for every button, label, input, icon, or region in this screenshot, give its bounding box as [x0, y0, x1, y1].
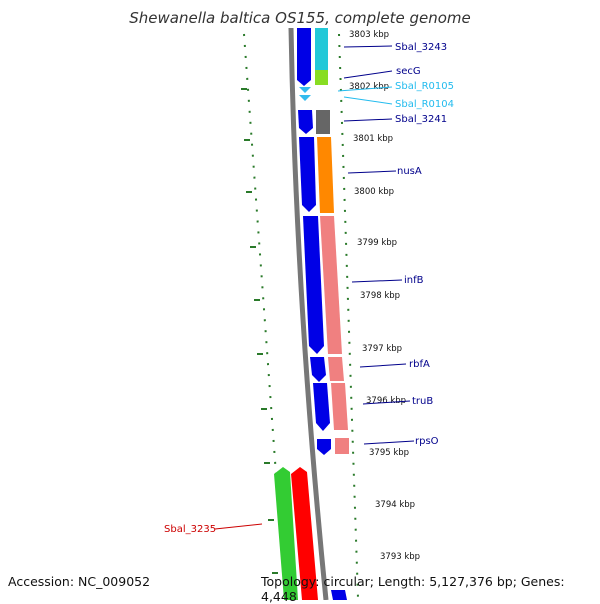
- gene-label-sbal-3241: Sbal_3241: [395, 114, 447, 125]
- block-rbfa: [328, 357, 344, 381]
- gene-label-sbal-r0105: Sbal_R0105: [395, 81, 454, 92]
- trna-marker: [299, 95, 311, 101]
- kbp-label: 3795 kbp: [369, 448, 409, 458]
- gene-label-nusa: nusA: [397, 166, 422, 177]
- block-sbal-3243: [315, 28, 328, 70]
- gene-label-secg: secG: [396, 66, 421, 77]
- block-nusa: [317, 137, 334, 213]
- kbp-label: 3799 kbp: [357, 238, 397, 248]
- gene-label-rpso: rpsO: [415, 436, 439, 447]
- gene-arrow-fwd: [310, 357, 326, 382]
- genome-backbone: [288, 27, 329, 600]
- kbp-label: 3800 kbp: [354, 187, 394, 197]
- gene-labels: Sbal_3243 secG Sbal_R0105 Sbal_R0104 Sba…: [164, 42, 454, 535]
- block-green: [274, 467, 298, 600]
- gene-arrow-fwd: [303, 216, 324, 354]
- annotation-blocks: [315, 28, 349, 454]
- kbp-label: 3803 kbp: [349, 30, 389, 40]
- kbp-label: 3802 kbp: [349, 82, 389, 92]
- kbp-label: 3798 kbp: [360, 291, 400, 301]
- gene-arrow-fwd: [313, 383, 330, 431]
- kbp-labels: 3803 kbp 3802 kbp 3801 kbp 3800 kbp 3799 kbp…: [349, 30, 420, 562]
- gene-arrow-fwd: [299, 137, 316, 212]
- block-secg: [315, 70, 328, 85]
- kbp-label: 3793 kbp: [380, 552, 420, 562]
- block-sbal-3235: [291, 467, 318, 600]
- map-title: Shewanella baltica OS155, complete genom…: [129, 9, 471, 27]
- block-infb: [320, 216, 342, 354]
- forward-strand-genes: [297, 28, 347, 600]
- kbp-label: 3797 kbp: [362, 344, 402, 354]
- gene-label-trub: truB: [412, 396, 433, 407]
- callout-lines: [214, 45, 415, 530]
- block-trub: [331, 383, 348, 430]
- gene-arrow-fwd: [317, 439, 331, 455]
- trna-marker: [299, 87, 311, 93]
- left-major-ticks: [241, 88, 278, 574]
- gene-label-infb: infB: [404, 275, 424, 286]
- tick-ring-right: [338, 33, 359, 599]
- gene-label-rbfa: rbfA: [409, 359, 430, 370]
- gene-label-sbal-3243: Sbal_3243: [395, 42, 447, 53]
- gene-arrow-fwd: [298, 110, 313, 134]
- block-sbal-3241: [316, 110, 330, 134]
- gene-label-sbal-r0104: Sbal_R0104: [395, 99, 454, 110]
- kbp-label: 3801 kbp: [353, 134, 393, 144]
- gene-label-sbal-3235: Sbal_3235: [164, 524, 216, 535]
- kbp-label: 3796 kbp: [366, 396, 406, 406]
- gene-arrow-fwd: [297, 28, 311, 86]
- block-rpso: [335, 438, 349, 454]
- kbp-label: 3794 kbp: [375, 500, 415, 510]
- reverse-strand-genes: [274, 467, 318, 600]
- gene-arrow-fwd: [331, 590, 347, 600]
- accession-label: Accession: NC_009052: [8, 574, 151, 589]
